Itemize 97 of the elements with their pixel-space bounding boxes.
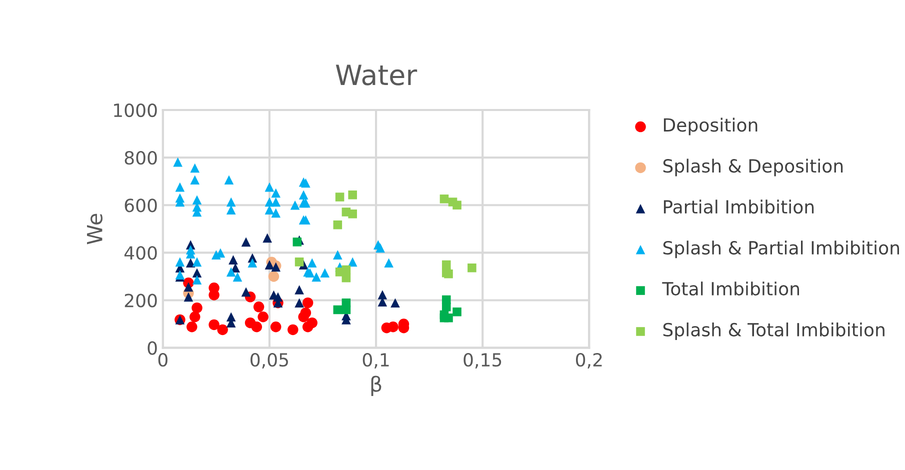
point — [192, 268, 202, 278]
y-axis-title: We — [87, 214, 102, 244]
legend-label: Partial Imbibition — [664, 200, 814, 214]
point — [189, 312, 200, 322]
point — [294, 298, 304, 308]
point — [271, 208, 281, 218]
point — [333, 250, 342, 260]
point — [192, 257, 202, 267]
point — [294, 285, 304, 294]
point — [305, 268, 315, 278]
point — [208, 319, 220, 330]
point — [302, 297, 314, 308]
point — [173, 157, 182, 167]
point — [268, 271, 280, 282]
point — [452, 307, 462, 316]
x-tick-label: 0,1 — [362, 352, 389, 368]
point — [184, 282, 194, 292]
y-tick-label: 200 — [124, 294, 157, 308]
point — [348, 257, 358, 267]
x-axis-title: β — [371, 376, 382, 396]
point — [348, 210, 357, 218]
legend-label: Splash & Deposition — [663, 158, 843, 176]
point — [271, 197, 281, 207]
point — [228, 255, 238, 264]
point — [262, 233, 272, 243]
point — [294, 258, 304, 266]
point — [192, 275, 202, 284]
y-tick-label: 1000 — [114, 103, 157, 118]
point — [290, 200, 300, 210]
point — [300, 307, 312, 318]
point — [251, 321, 262, 332]
point — [301, 198, 310, 208]
point — [241, 287, 251, 297]
legend-label: Deposition — [664, 118, 758, 136]
point — [175, 257, 185, 267]
point — [320, 268, 330, 278]
point — [292, 238, 302, 246]
point — [190, 175, 200, 185]
point — [226, 197, 236, 207]
point — [342, 273, 351, 282]
x-tick-label: 0,15 — [464, 352, 502, 368]
legend-label: Splash & Partial Imbibition — [663, 240, 899, 258]
point — [333, 220, 342, 230]
point — [444, 313, 453, 322]
point — [175, 182, 185, 192]
point — [226, 205, 236, 215]
point — [384, 258, 394, 268]
point — [468, 264, 476, 272]
y-tick-label: 800 — [124, 151, 157, 165]
point — [288, 324, 298, 336]
point — [442, 260, 451, 270]
x-tick-label: 0,05 — [250, 352, 288, 368]
point — [376, 243, 385, 253]
legend-label: Total Imbibition — [662, 282, 800, 296]
point — [264, 205, 274, 215]
point — [452, 200, 462, 210]
point — [253, 302, 264, 312]
point — [333, 305, 342, 314]
point — [301, 178, 310, 188]
legend-label: Splash & Total Imbibition — [663, 322, 884, 340]
point — [264, 260, 274, 270]
y-tick-label: 400 — [124, 246, 157, 260]
y-tick-label: 600 — [124, 198, 157, 212]
x-tick-label: 0,2 — [576, 352, 602, 368]
point — [258, 312, 268, 322]
point — [190, 163, 200, 173]
point — [440, 194, 449, 204]
point — [186, 258, 196, 268]
x-tick-label: 0 — [158, 352, 168, 367]
point — [312, 272, 322, 282]
point — [186, 321, 198, 332]
point — [442, 302, 451, 312]
y-tick-label: 0 — [148, 341, 157, 355]
point — [226, 267, 236, 277]
point — [378, 290, 388, 300]
point — [217, 324, 228, 336]
chart-title: Water — [336, 64, 418, 86]
point — [444, 269, 453, 278]
point — [248, 258, 258, 268]
point — [232, 272, 242, 282]
point — [264, 182, 274, 192]
point — [224, 175, 234, 185]
point — [388, 321, 398, 332]
point — [342, 305, 351, 314]
point — [192, 195, 202, 205]
point — [175, 270, 185, 280]
point — [348, 190, 357, 200]
point — [390, 298, 400, 308]
point — [271, 188, 281, 198]
point — [192, 302, 202, 314]
point — [184, 292, 194, 302]
point — [270, 321, 282, 332]
point — [335, 192, 344, 202]
point — [241, 237, 251, 247]
point — [307, 258, 317, 268]
point — [306, 317, 318, 328]
point — [298, 190, 308, 200]
